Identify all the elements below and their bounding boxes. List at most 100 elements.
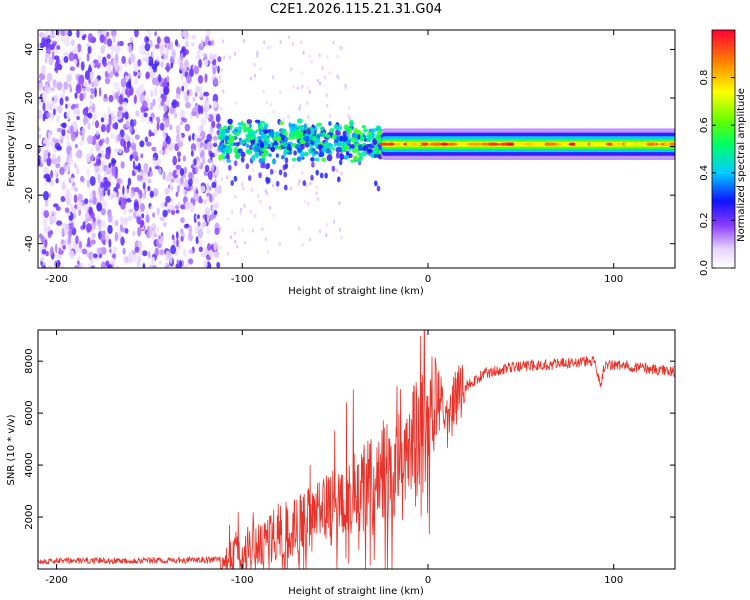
sparse-blob [249, 209, 252, 214]
noise-blob [45, 250, 49, 257]
noise-blob [126, 141, 131, 149]
noise-blob [176, 129, 179, 137]
noise-blob [103, 113, 107, 119]
noise-blob [42, 218, 48, 227]
noise-blob [67, 30, 73, 37]
noise-blob [86, 168, 90, 177]
signal-blob [350, 137, 357, 143]
noise-blob [120, 178, 123, 185]
noise-blob [137, 240, 143, 250]
signal-spur [284, 163, 289, 169]
signal-blob [328, 143, 334, 147]
noise-blob [100, 261, 106, 268]
signal-blob [264, 151, 269, 156]
noise-blob [106, 31, 110, 37]
noise-blob [175, 231, 179, 240]
noise-blob [190, 150, 194, 157]
noise-blob [92, 113, 97, 121]
signal-blob [304, 135, 310, 143]
noise-blob [133, 119, 137, 127]
noise-blob [77, 259, 80, 266]
noise-blob [60, 196, 66, 202]
noise-blob [68, 52, 75, 62]
noise-blob [125, 87, 129, 96]
signal-blob [319, 126, 325, 131]
noise-blob [43, 210, 50, 219]
noise-blob [156, 36, 161, 45]
noise-blob [212, 142, 218, 148]
noise-blob [73, 194, 78, 204]
noise-blob [60, 239, 65, 245]
noise-blob [144, 174, 148, 181]
sparse-blob [297, 181, 300, 186]
noise-blob [177, 151, 181, 158]
noise-blob [53, 108, 56, 116]
snr-xlabel: Height of straight line (km) [288, 586, 424, 597]
noise-blob [148, 129, 152, 137]
signal-blob [262, 129, 269, 134]
noise-blob [98, 87, 102, 97]
sparse-blob [340, 47, 343, 52]
noise-blob [162, 171, 166, 181]
noise-blob [189, 88, 193, 97]
colorbar-scale [711, 29, 736, 269]
noise-blob [87, 112, 93, 119]
sparse-blob [340, 171, 343, 176]
noise-blob [80, 175, 85, 183]
noise-blob [134, 30, 139, 38]
sparse-blob [233, 51, 237, 56]
colorbar-tick-label: 0.2 [699, 212, 710, 228]
sparse-blob [332, 219, 336, 224]
sparse-blob [292, 85, 295, 90]
noise-blob [38, 109, 43, 120]
signal-blob [268, 153, 272, 158]
signal-spur [278, 169, 283, 176]
noise-blob [162, 92, 167, 103]
noise-blob [149, 190, 154, 198]
signal-spur [302, 180, 307, 187]
sparse-blob [227, 217, 230, 222]
sparse-blob [300, 40, 303, 45]
carrier-peak [545, 142, 558, 146]
signal-blob [303, 151, 309, 156]
noise-blob [142, 57, 146, 62]
noise-blob [125, 120, 130, 128]
noise-blob [200, 39, 204, 47]
noise-blob [47, 230, 52, 239]
noise-blob [89, 108, 93, 113]
noise-blob [164, 147, 168, 155]
noise-blob [76, 200, 83, 211]
noise-blob [108, 94, 114, 103]
noise-blob [159, 122, 165, 131]
noise-blob [143, 112, 148, 118]
signal-blob [238, 137, 242, 142]
sparse-blob [308, 54, 311, 59]
sparse-blob [318, 53, 321, 58]
noise-blob [97, 54, 101, 64]
signal-blob [375, 134, 382, 142]
carrier-peak [616, 142, 624, 146]
colorbar-tick-label: 0.8 [699, 70, 710, 86]
signal-blob [283, 149, 287, 157]
noise-blob [86, 42, 90, 48]
noise-blob [46, 72, 53, 83]
noise-blob [136, 259, 141, 268]
noise-blob [197, 142, 201, 151]
noise-blob [143, 162, 149, 173]
signal-blob [253, 145, 260, 153]
noise-blob [156, 207, 160, 216]
noise-blob [98, 139, 103, 147]
noise-blob [159, 87, 165, 95]
noise-blob [140, 153, 144, 159]
noise-blob [198, 59, 203, 69]
noise-blob [139, 83, 145, 94]
noise-blob [177, 202, 182, 208]
noise-blob [55, 243, 58, 254]
signal-spur [311, 161, 315, 168]
noise-blob [126, 215, 133, 222]
sparse-blob [272, 75, 275, 80]
noise-blob [112, 219, 115, 225]
noise-blob [68, 243, 72, 252]
signal-blob [311, 135, 317, 142]
noise-blob [100, 219, 106, 228]
